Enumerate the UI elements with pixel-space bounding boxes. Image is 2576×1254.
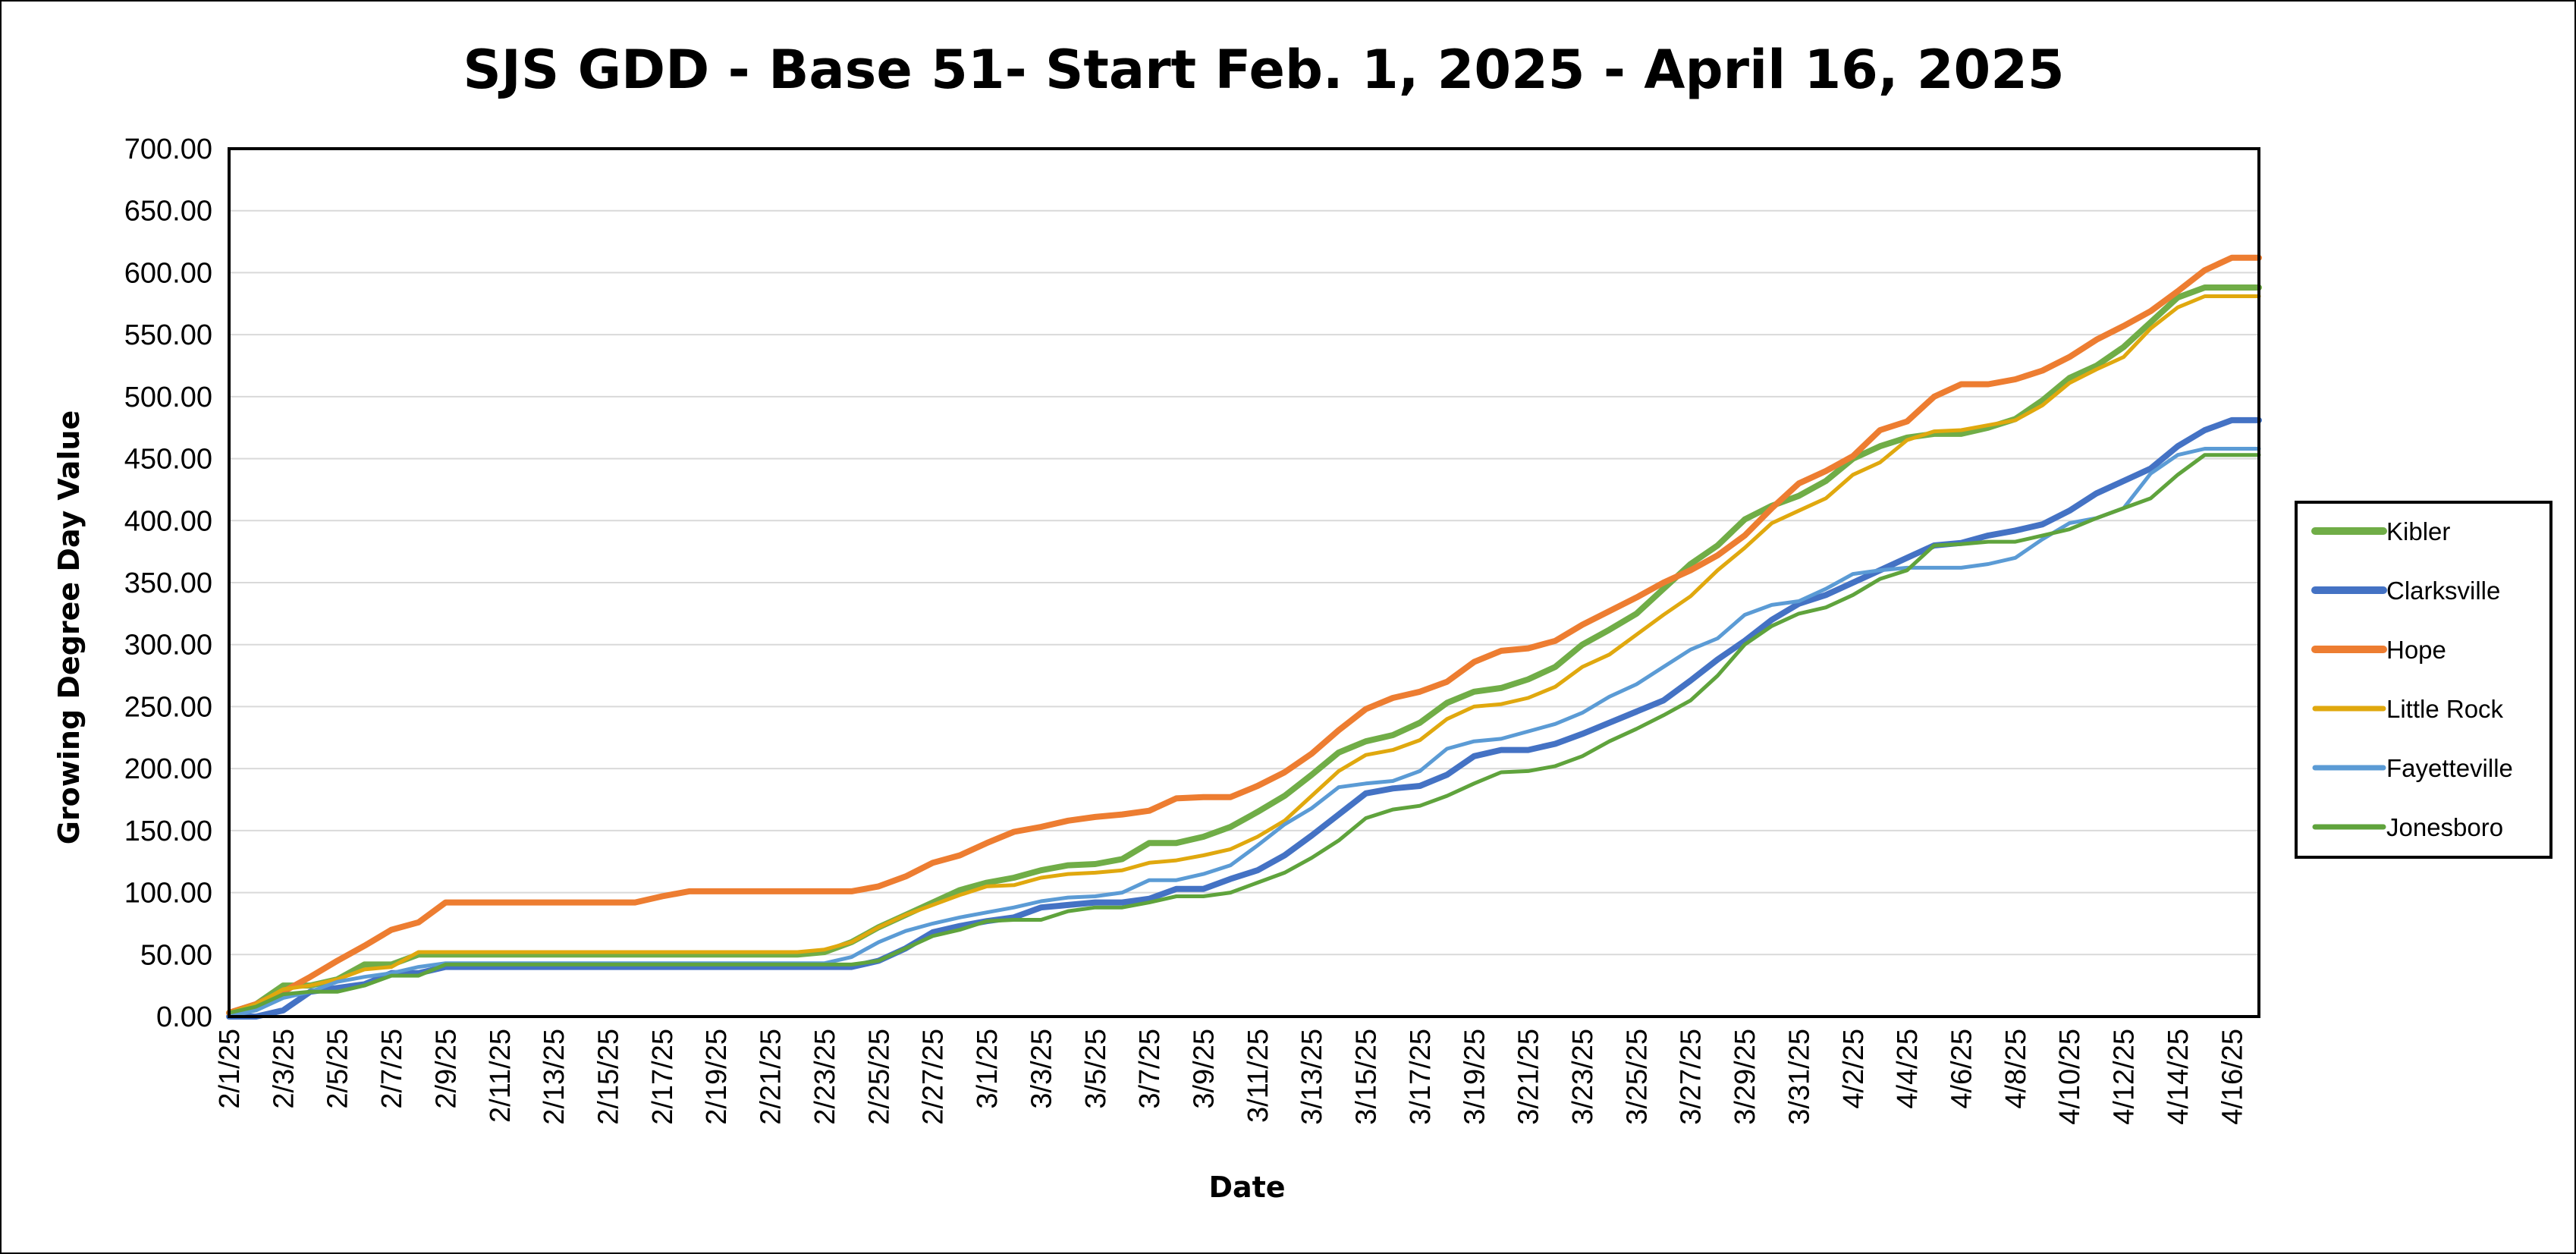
series-line-hope [226,254,2262,1017]
y-tick-label: 400.00 [124,505,212,537]
x-tick-label: 3/29/25 [1729,1029,1761,1125]
x-tick-label: 4/14/25 [2163,1029,2194,1125]
gridlines [229,148,2259,956]
x-tick-label: 4/10/25 [2054,1029,2086,1125]
y-tick-label: 550.00 [124,319,212,351]
x-tick-label: 3/1/25 [972,1029,1004,1109]
x-tick-label: 3/17/25 [1405,1029,1437,1125]
x-tick-label: 3/9/25 [1188,1029,1220,1109]
x-tick-label: 3/15/25 [1351,1029,1383,1125]
x-tick-label: 3/27/25 [1676,1029,1707,1125]
x-tick-label: 2/5/25 [322,1029,354,1109]
chart-title: SJS GDD - Base 51- Start Feb. 1, 2025 - … [463,39,2064,101]
x-tick-label: 3/7/25 [1134,1029,1166,1109]
x-tick-label: 2/1/25 [214,1029,246,1109]
y-tick-label: 600.00 [124,257,212,289]
x-tick-label: 3/21/25 [1513,1029,1545,1125]
x-tick-label: 3/31/25 [1783,1029,1815,1125]
x-tick-label: 4/12/25 [2109,1029,2141,1125]
y-tick-label: 200.00 [124,753,212,785]
y-tick-labels: 0.00 50.00 100.00 150.00 200.00 250.00 300.00 3… [124,134,212,1033]
y-tick-label: 650.00 [124,196,212,228]
series-lines [226,254,2262,1020]
y-tick-label: 300.00 [124,630,212,662]
x-tick-label: 2/11/25 [485,1029,517,1123]
y-tick-label: 150.00 [124,816,212,847]
y-tick-label: 50.00 [140,939,212,971]
y-tick-label: 450.00 [124,444,212,476]
legend-label-kibler: Kibler [2386,517,2450,545]
x-tick-labels: 2/1/25 2/3/25 2/5/25 2/7/25 2/9/25 2/11/25 2/1… [214,1029,2248,1125]
legend-box [2295,501,2552,859]
x-tick-label: 2/19/25 [701,1029,733,1125]
x-tick-label: 4/16/25 [2216,1029,2248,1125]
x-tick-label: 2/17/25 [647,1029,679,1125]
legend-label-fayetteville: Fayetteville [2386,754,2513,782]
legend-label-little-rock: Little Rock [2386,695,2504,723]
x-tick-label: 3/23/25 [1567,1029,1599,1125]
y-tick-label: 500.00 [124,382,212,413]
y-axis-title: Growing Degree Day Value [52,410,86,845]
x-tick-label: 4/6/25 [1946,1029,1978,1109]
x-tick-label: 2/9/25 [430,1029,462,1109]
legend: Kibler Clarksville Hope Little Rock Fayettev… [2295,501,2552,859]
x-tick-label: 3/3/25 [1026,1029,1057,1109]
x-tick-label: 2/21/25 [756,1029,787,1125]
x-tick-label: 3/19/25 [1459,1029,1491,1125]
legend-label-hope: Hope [2386,636,2446,664]
y-tick-label: 700.00 [124,134,212,165]
x-tick-label: 3/25/25 [1621,1029,1653,1125]
series-line-clarksville [226,416,2262,1020]
x-axis-title: Date [1208,1171,1285,1204]
y-tick-label: 250.00 [124,691,212,723]
y-tick-label: 100.00 [124,878,212,910]
series-line-fayetteville [227,447,2261,1019]
x-tick-label: 2/23/25 [809,1029,841,1125]
x-tick-label: 3/13/25 [1296,1029,1328,1125]
series-line-little-rock [227,294,2261,1015]
x-tick-label: 4/4/25 [1892,1029,1924,1109]
x-tick-label: 2/7/25 [376,1029,408,1109]
legend-label-jonesboro: Jonesboro [2386,813,2503,841]
x-tick-label: 3/11/25 [1242,1029,1274,1123]
x-tick-label: 2/13/25 [539,1029,570,1125]
y-tick-label: 0.00 [156,1001,212,1033]
x-tick-label: 2/27/25 [918,1029,950,1125]
x-tick-label: 2/15/25 [593,1029,625,1125]
x-tick-label: 4/2/25 [1838,1029,1870,1109]
y-tick-label: 350.00 [124,567,212,599]
series-line-jonesboro [227,453,2261,1015]
x-tick-label: 4/8/25 [2000,1029,2032,1109]
plot-area [228,147,2260,1018]
x-tick-label: 2/25/25 [863,1029,895,1125]
x-tick-label: 2/3/25 [268,1029,300,1109]
legend-label-clarksville: Clarksville [2386,577,2500,605]
x-tick-label: 3/5/25 [1080,1029,1112,1109]
